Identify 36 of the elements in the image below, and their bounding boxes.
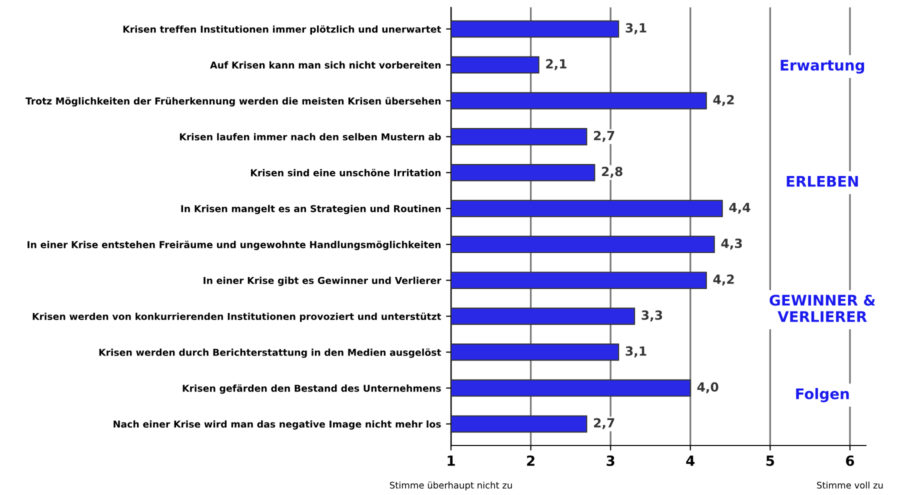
y-tick-label: Krisen gefärden den Bestand des Unternehmens [182,384,441,394]
data-label: 4,2 [713,94,734,106]
text: Stimme voll zu [817,482,883,489]
data-label: 4,0 [697,382,718,394]
x-tick-label: 6 [846,455,854,466]
data-label: 4,3 [721,238,742,250]
data-label: 4,2 [713,274,734,286]
data-label: 2,1 [546,59,566,70]
data-label: 3,1 [626,346,646,358]
y-tick-label: In einer Krise entstehen Freiräume und ungewohnte Handlungsmöglichkeiten [28,240,441,250]
x-tick-label: 5 [766,456,774,466]
data-label: 4,4 [729,202,750,214]
y-tick-label: Krisen werden durch Berichterstattung in den Medien ausgelöst [99,348,442,358]
y-tick-label: Auf Krisen kann man sich nicht vorbereiten [210,61,441,69]
annotation: Folgen [796,388,849,402]
data-label: 3,3 [642,310,662,322]
annotation: ERLEBEN [786,176,858,187]
data-label: 3,1 [626,23,646,34]
y-tick-label: Krisen treffen Institutionen immer plötzlich und unerwartet [123,25,442,35]
annotation: Erwartung [780,60,864,74]
data-label: 2,7 [594,418,614,430]
x-tick-label: 1 [448,456,455,466]
y-tick-label: Nach einer Krise wird man das negative Image nicht mehr los [114,420,441,430]
y-tick-label: Trotz Möglichkeiten der Früherkennung werden die meisten Krisen übersehen [26,97,441,106]
y-tick-label: In Krisen mangelt es an Strategien und Routinen [181,204,441,214]
x-tick-label: 2 [527,455,534,466]
annotation: GEWINNER & VERLIERER [770,294,876,322]
y-tick-label: Krisen sind eine unschöne Irritation [250,168,441,176]
y-tick-label: Krisen laufen immer nach den selben Mustern ab [180,133,441,140]
y-tick-label: Krisen werden von konkurrierenden Institutionen provoziert und unterstützt [32,312,442,322]
text: Stimme überhaupt nicht zu [390,482,512,490]
data-label: 2,7 [594,130,614,142]
x-tick-label: 4 [686,456,695,466]
x-tick-label: 3 [606,455,614,466]
y-tick-label: In einer Krise gibt es Gewinner und Verlierer [204,276,442,286]
data-label: 2,8 [602,166,622,178]
